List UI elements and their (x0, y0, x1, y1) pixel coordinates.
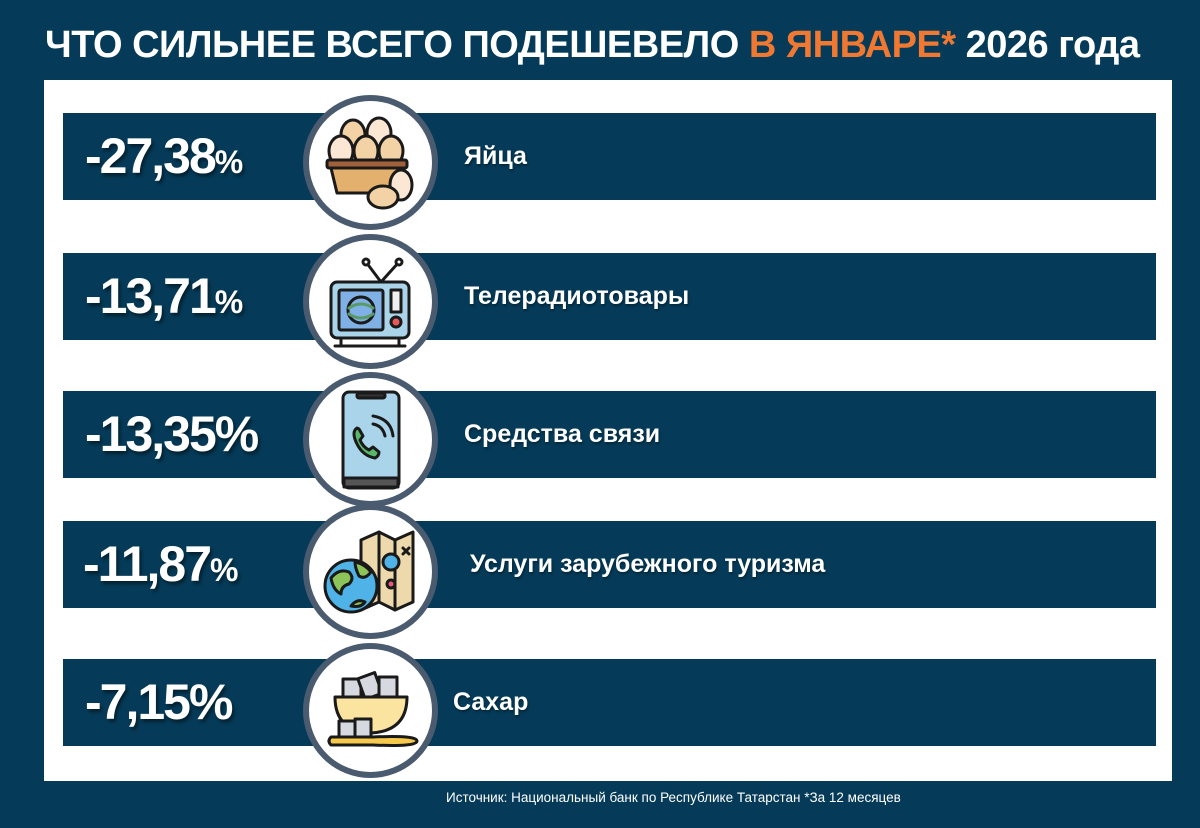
value-text: -11,87% (83, 536, 239, 592)
page-title: ЧТО СИЛЬНЕЕ ВСЕГО ПОДЕШЕВЕЛО В ЯНВАРЕ* 2… (45, 20, 1140, 70)
list-item-tv-radio: -13,71% Телерадиотовары (63, 253, 1156, 340)
source-footnote: Источник: Национальный банк по Республик… (446, 790, 901, 805)
item-label: Услуги зарубежного туризма (470, 550, 826, 578)
globe-map-icon (303, 504, 438, 639)
title-part-2: 2026 года (955, 24, 1140, 66)
list-item-foreign-tourism: -11,87% Услуги зарубежного туризма (63, 521, 1156, 608)
item-label: Телерадиотовары (464, 282, 690, 310)
title-part-1: ЧТО СИЛЬНЕЕ ВСЕГО ПОДЕШЕВЕЛО (45, 24, 749, 66)
value-text: -13,71% (85, 268, 244, 324)
item-label: Сахар (453, 688, 529, 716)
value-text: -27,38% (85, 128, 244, 184)
item-label: Яйца (464, 142, 527, 170)
eggs-basket-icon (303, 95, 438, 230)
title-highlight: В ЯНВАРЕ* (748, 24, 956, 66)
content-panel: -27,38% Яйца -13,71% Телерадиотовары (44, 80, 1172, 781)
list-item-sugar: -7,15% Сахар (63, 659, 1156, 746)
list-item-eggs: -27,38% Яйца (63, 113, 1156, 200)
item-label: Средства связи (464, 420, 661, 448)
smartphone-call-icon (303, 372, 438, 507)
value-text: -13,35% (85, 406, 260, 462)
retro-tv-icon (303, 234, 438, 369)
value-text: -7,15% (85, 674, 234, 730)
sugar-bowl-icon (303, 643, 438, 778)
list-item-communications: -13,35% Средства связи (63, 391, 1156, 478)
